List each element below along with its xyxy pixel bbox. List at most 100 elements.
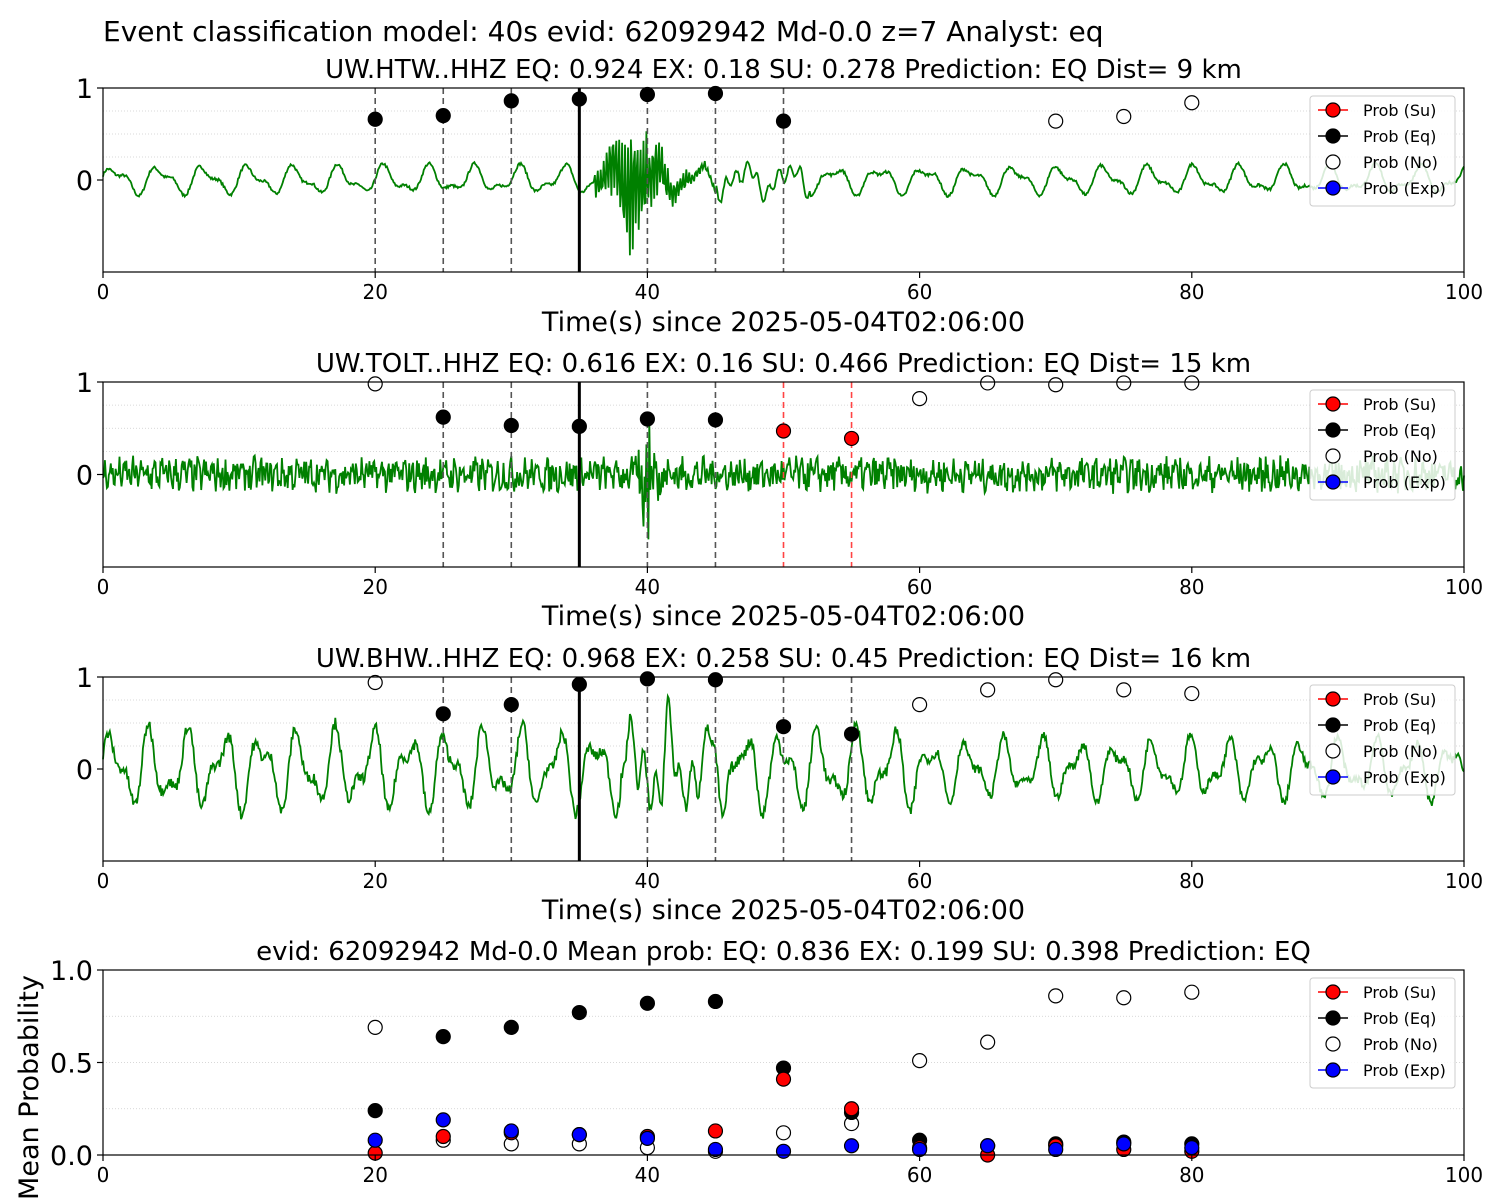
point-probsu	[435, 1128, 451, 1145]
point-probexp	[435, 1112, 451, 1128]
point-probexp	[775, 1143, 792, 1159]
point-probeq	[707, 672, 724, 688]
legend-label: Prob (Eq)	[1363, 1009, 1436, 1028]
point-probexp	[1048, 1141, 1064, 1158]
legend-label: Prob (Su)	[1363, 690, 1436, 709]
point-probeq	[571, 91, 587, 107]
point-probsu	[775, 1071, 792, 1087]
legend-marker	[1325, 1036, 1341, 1052]
point-probeq	[707, 85, 724, 102]
x-tick-label: 0	[97, 575, 110, 599]
point-probno	[911, 391, 928, 407]
point-probexp	[980, 1138, 996, 1154]
x-tick-label: 0	[97, 1163, 110, 1187]
x-tick-label: 80	[1179, 575, 1204, 599]
x-tick-label: 20	[362, 575, 387, 599]
x-tick-label: 100	[1445, 869, 1483, 893]
legend-label: Prob (Exp)	[1363, 473, 1446, 492]
y-tick-label: 0	[76, 166, 93, 197]
x-tick-label: 80	[1179, 1163, 1204, 1187]
x-tick-label: 60	[907, 575, 932, 599]
legend-label: Prob (No)	[1363, 1035, 1438, 1054]
figure-suptitle: Event classification model: 40s evid: 62…	[103, 15, 1104, 48]
legend-label: Prob (Exp)	[1363, 768, 1446, 787]
legend-label: Prob (Su)	[1363, 395, 1436, 414]
x-tick-label: 100	[1445, 280, 1483, 304]
y-tick-label: 1	[76, 74, 93, 105]
legend-label: Prob (Eq)	[1363, 127, 1436, 146]
point-probeq	[639, 411, 656, 427]
legend-marker	[1325, 102, 1341, 118]
legend-marker	[1325, 422, 1341, 438]
point-probno	[1048, 113, 1064, 129]
x-tick-label: 80	[1179, 280, 1204, 304]
panel-3: UW.BHW..HHZ EQ: 0.968 EX: 0.258 SU: 0.45…	[76, 644, 1483, 926]
point-probexp	[843, 1138, 860, 1154]
panel-title: UW.BHW..HHZ EQ: 0.968 EX: 0.258 SU: 0.45…	[316, 644, 1251, 674]
x-tick-label: 20	[362, 280, 387, 304]
x-tick-label: 100	[1445, 575, 1483, 599]
legend-marker	[1325, 474, 1341, 490]
panels: UW.HTW..HHZ EQ: 0.924 EX: 0.18 SU: 0.278…	[14, 55, 1483, 1200]
point-probeq	[435, 1028, 451, 1045]
point-probeq	[707, 412, 724, 428]
legend-label: Prob (Exp)	[1363, 1061, 1446, 1080]
point-probno	[1116, 990, 1132, 1006]
panel-1: UW.HTW..HHZ EQ: 0.924 EX: 0.18 SU: 0.278…	[76, 55, 1483, 338]
panel-title: evid: 62092942 Md-0.0 Mean prob: EQ: 0.8…	[256, 937, 1311, 967]
y-axis-label: Mean Probability	[14, 975, 45, 1200]
x-tick-label: 80	[1179, 869, 1204, 893]
panel-title: UW.HTW..HHZ EQ: 0.924 EX: 0.18 SU: 0.278…	[325, 55, 1242, 85]
x-tick-label: 40	[635, 280, 660, 304]
legend-marker	[1325, 1062, 1341, 1078]
point-probno	[1116, 375, 1132, 391]
point-probno	[980, 1034, 996, 1050]
point-probeq	[639, 86, 656, 103]
legend-label: Prob (Exp)	[1363, 179, 1446, 198]
legend-box	[1309, 684, 1456, 796]
point-probeq	[503, 93, 519, 109]
panel-title: UW.TOLT..HHZ EQ: 0.616 EX: 0.16 SU: 0.46…	[316, 349, 1251, 379]
x-tick-label: 40	[635, 575, 660, 599]
point-probsu	[843, 1101, 860, 1117]
point-probeq	[707, 993, 724, 1010]
x-tick-label: 40	[635, 1163, 660, 1187]
legend-label: Prob (No)	[1363, 153, 1438, 172]
point-probno	[1184, 984, 1200, 1000]
x-tick-label: 20	[362, 1163, 387, 1187]
point-probeq	[571, 418, 587, 434]
point-probeq	[639, 671, 656, 687]
legend-box	[1309, 389, 1456, 501]
legend: Prob (Su) Prob (Eq) Prob (No) Prob (Exp)	[1309, 977, 1456, 1089]
point-probno	[980, 375, 996, 391]
point-probsu	[775, 423, 792, 439]
legend-marker	[1325, 396, 1341, 412]
legend-marker	[1325, 984, 1341, 1000]
legend-marker	[1325, 180, 1341, 196]
point-probno	[1184, 685, 1200, 702]
x-tick-label: 20	[362, 869, 387, 893]
panel-2: UW.TOLT..HHZ EQ: 0.616 EX: 0.16 SU: 0.46…	[76, 349, 1483, 632]
panel-4: evid: 62092942 Md-0.0 Mean prob: EQ: 0.8…	[14, 937, 1483, 1200]
point-probexp	[1184, 1139, 1200, 1156]
point-probeq	[435, 409, 451, 425]
point-probno	[1116, 682, 1132, 698]
point-probexp	[571, 1127, 587, 1143]
point-probeq	[775, 719, 792, 735]
legend-label: Prob (Su)	[1363, 983, 1436, 1002]
point-probeq	[639, 995, 656, 1011]
point-probno	[980, 682, 996, 698]
y-tick-label: 0.5	[50, 1049, 93, 1080]
point-probexp	[367, 1132, 383, 1148]
legend-marker	[1325, 717, 1341, 733]
legend-marker	[1325, 691, 1341, 707]
point-probeq	[503, 417, 519, 434]
point-probno	[367, 1019, 383, 1035]
point-probsu	[707, 1123, 724, 1139]
point-probeq	[503, 696, 519, 713]
point-probexp	[503, 1123, 519, 1139]
legend-marker	[1325, 128, 1341, 144]
x-tick-label: 0	[97, 280, 110, 304]
point-probexp	[707, 1141, 724, 1158]
